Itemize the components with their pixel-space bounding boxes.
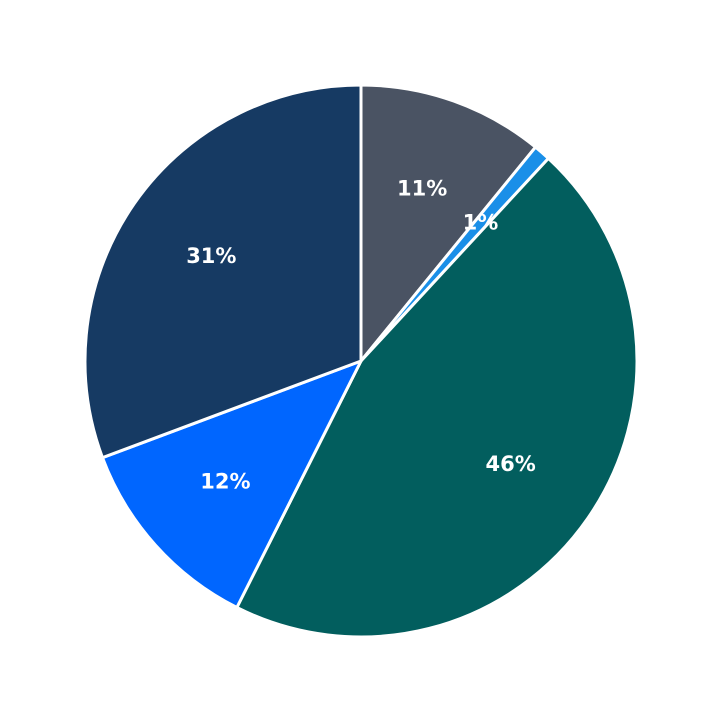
pie-slice [83, 83, 363, 460]
pie-slice [100, 358, 365, 610]
pie-slice [359, 83, 538, 366]
slice-label: 1% [463, 211, 499, 235]
slice-label: 11% [397, 176, 447, 200]
slice-label: 31% [186, 244, 236, 268]
pie-slice [234, 156, 639, 639]
slice-label: 12% [200, 470, 250, 494]
slice-label: 46% [486, 452, 536, 476]
